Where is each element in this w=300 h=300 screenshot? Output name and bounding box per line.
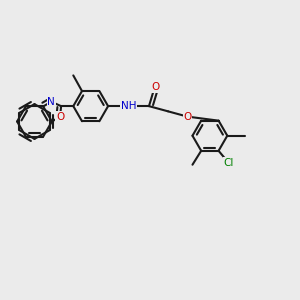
Text: O: O <box>56 112 64 122</box>
Text: O: O <box>152 82 160 92</box>
Text: O: O <box>183 112 191 122</box>
Text: N: N <box>47 97 55 107</box>
Text: Cl: Cl <box>224 158 234 168</box>
Text: NH: NH <box>121 101 136 111</box>
